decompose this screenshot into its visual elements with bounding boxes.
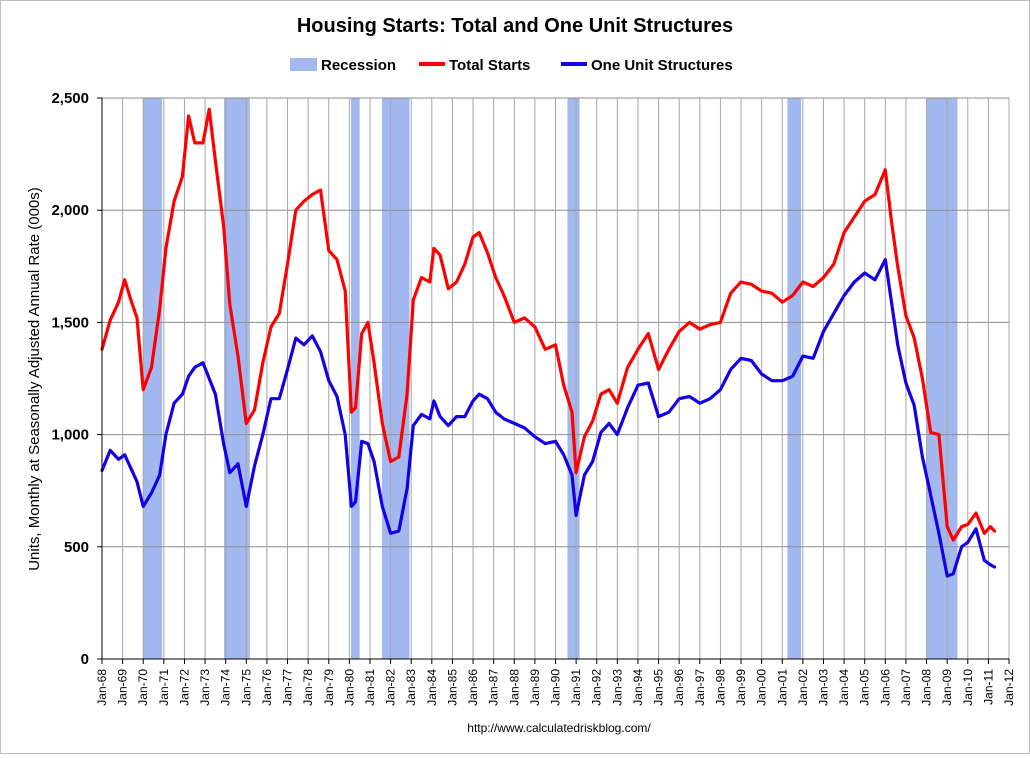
y-tick-labels: 0 500 1,000 1,500 2,000 2,500 [51, 90, 89, 668]
x-tick-label: Jan-78 [301, 669, 315, 706]
recession-band [224, 98, 250, 659]
x-tick-label: Jan-93 [610, 669, 624, 706]
x-tick-label: Jan-80 [342, 669, 356, 706]
x-tick-label: Jan-00 [755, 669, 769, 706]
y-axis-label: Units, Monthly at Seasonally Adjusted An… [26, 187, 43, 571]
x-tick-label: Jan-05 [858, 669, 872, 706]
x-tick-label: Jan-95 [652, 669, 666, 706]
y-tick-label: 1,500 [51, 314, 89, 331]
x-tick-label: Jan-02 [796, 669, 810, 706]
x-tick-label: Jan-89 [528, 669, 542, 706]
y-tick-label: 0 [81, 651, 89, 668]
source-url: http://www.calculatedriskblog.com/ [467, 721, 651, 735]
series-line-total-starts [100, 107, 997, 542]
recession-band [351, 98, 360, 659]
x-tick-label: Jan-97 [693, 669, 707, 706]
recession-band [926, 98, 958, 659]
x-tick-label: Jan-07 [899, 669, 913, 706]
y-tick-label: 1,000 [51, 427, 89, 444]
x-tick-label: Jan-83 [404, 669, 418, 706]
x-tick-label: Jan-82 [384, 669, 398, 706]
x-tick-label: Jan-74 [219, 669, 233, 706]
x-tick-label: Jan-08 [920, 669, 934, 706]
x-tick-label: Jan-87 [487, 669, 501, 706]
x-tick-label: Jan-76 [260, 669, 274, 706]
x-tick-label: Jan-86 [466, 669, 480, 706]
series-line-one-unit [100, 258, 997, 578]
series-lines [100, 107, 997, 578]
chart-title: Housing Starts: Total and One Unit Struc… [297, 15, 733, 37]
x-tick-label: Jan-75 [239, 669, 253, 706]
x-tick-label: Jan-92 [590, 669, 604, 706]
x-tick-label: Jan-98 [713, 669, 727, 706]
recession-band [143, 98, 163, 659]
x-tick-label: Jan-12 [1002, 669, 1016, 706]
x-tick-label: Jan-73 [198, 669, 212, 706]
legend: Recession Total Starts One Unit Structur… [290, 57, 733, 74]
x-tick-label: Jan-69 [116, 669, 130, 706]
x-tick-label: Jan-77 [281, 669, 295, 706]
x-tick-label: Jan-88 [507, 669, 521, 706]
x-tick-label: Jan-85 [445, 669, 459, 706]
x-tick-label: Jan-99 [734, 669, 748, 706]
x-tick-label: Jan-79 [322, 669, 336, 706]
x-tick-label: Jan-81 [363, 669, 377, 706]
x-tick-label: Jan-11 [981, 669, 995, 705]
y-tick-label: 500 [64, 539, 89, 556]
x-tick-label: Jan-94 [631, 669, 645, 706]
legend-label-total-starts: Total Starts [449, 57, 530, 74]
x-tick-label: Jan-01 [775, 669, 789, 706]
recession-bands [143, 98, 958, 659]
x-tick-label: Jan-68 [95, 669, 109, 706]
recession-band [787, 98, 802, 659]
legend-label-recession: Recession [321, 57, 396, 74]
axes [97, 97, 1010, 664]
recession-band [567, 98, 580, 659]
x-tick-label: Jan-04 [837, 669, 851, 706]
x-tick-label: Jan-90 [549, 669, 563, 706]
x-tick-label: Jan-09 [940, 669, 954, 706]
legend-label-one-unit: One Unit Structures [591, 57, 733, 74]
x-tick-label: Jan-91 [569, 669, 583, 706]
x-tick-label: Jan-70 [136, 669, 150, 706]
x-tick-labels: Jan-68 Jan-69 Jan-70 Jan-71 Jan-72 Jan-73 Jan-… [95, 669, 1016, 706]
x-tick-label: Jan-72 [178, 669, 192, 706]
x-tick-label: Jan-10 [961, 669, 975, 706]
x-tick-label: Jan-06 [878, 669, 892, 706]
x-tick-label: Jan-71 [157, 669, 171, 706]
recession-band [381, 98, 410, 659]
y-tick-label: 2,500 [51, 90, 89, 107]
x-tick-label: Jan-96 [672, 669, 686, 706]
legend-swatch-recession [290, 58, 317, 71]
x-tick-label: Jan-84 [425, 669, 439, 706]
x-tick-label: Jan-03 [817, 669, 831, 706]
y-tick-label: 2,000 [51, 202, 89, 219]
